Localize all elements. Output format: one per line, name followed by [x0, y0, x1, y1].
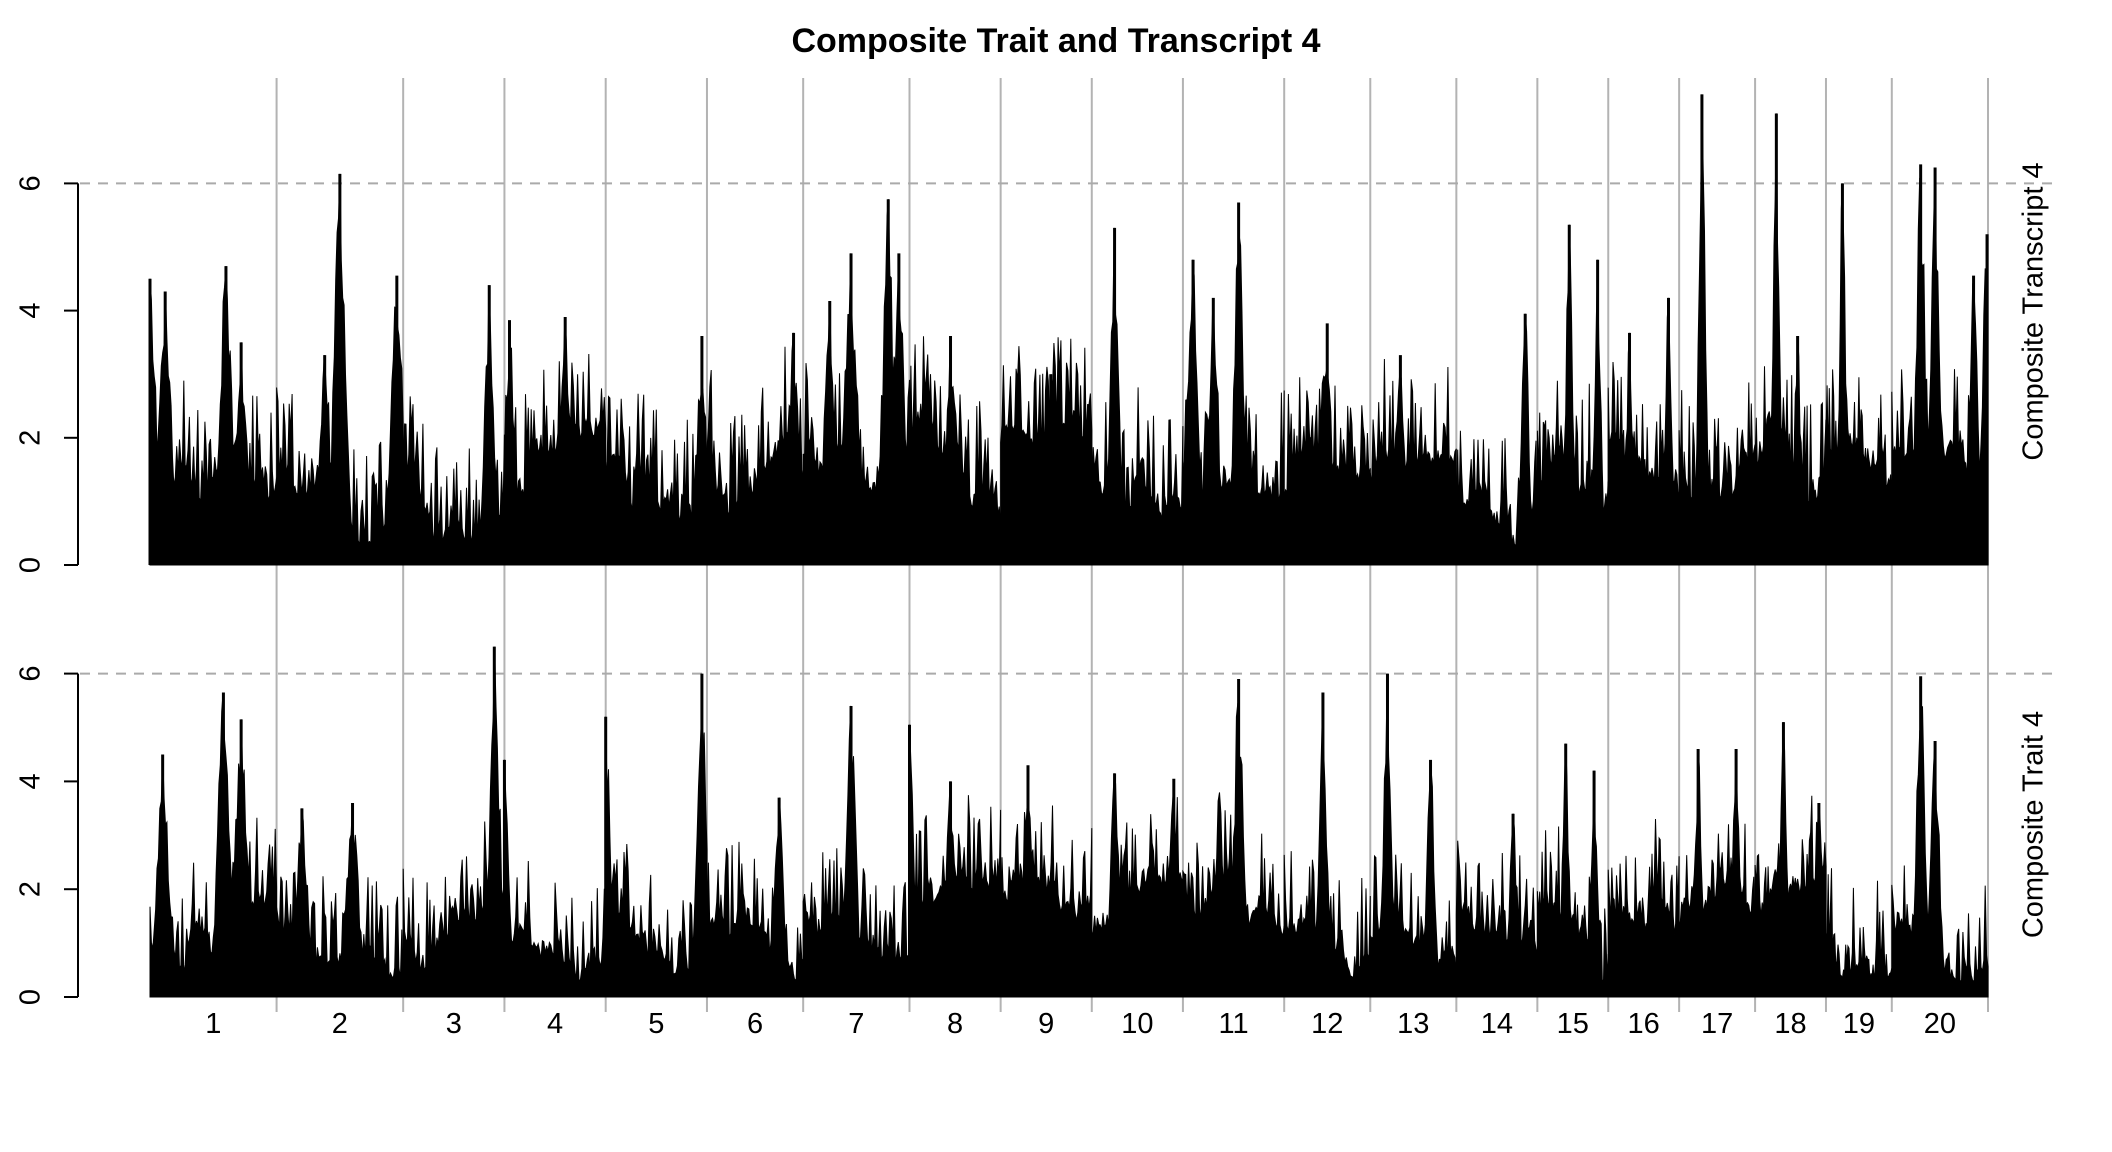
- lod-profile-chr-11: [1182, 235, 1285, 566]
- lod-profile-chr-15: [1536, 743, 1609, 998]
- x-tick-label: 4: [547, 1008, 563, 1040]
- x-tick-label: 14: [1481, 1008, 1513, 1040]
- lod-profile-chr-14: [1455, 813, 1538, 998]
- lod-profile-chr-17: [1678, 749, 1756, 998]
- x-tick-label: 6: [747, 1008, 763, 1040]
- x-tick-label: 12: [1311, 1008, 1343, 1040]
- trait-panel: 0 2 4 6 Composite Trait 4: [15, 646, 2055, 1005]
- lod-profile-chr-10: [1091, 773, 1184, 998]
- y-tick-label: 2: [15, 430, 47, 446]
- x-tick-label: 2: [332, 1008, 348, 1040]
- lod-profile-chr-9: [1000, 802, 1093, 998]
- x-tick-label: 18: [1774, 1008, 1806, 1040]
- lod-profile-chr-18: [1754, 113, 1827, 566]
- x-tick-label: 10: [1121, 1008, 1153, 1040]
- y-tick-label: 2: [15, 881, 47, 897]
- x-tick-label: 1: [205, 1008, 221, 1040]
- lod-profile-chr-8: [908, 335, 1002, 566]
- x-tick-label: 7: [848, 1008, 864, 1040]
- panel-ylabel: Composite Trait 4: [2018, 711, 2050, 938]
- lod-profile-chr-13: [1369, 673, 1457, 998]
- x-tick-label: 5: [648, 1008, 664, 1040]
- lod-profile-chr-11: [1182, 703, 1285, 998]
- lod-profile-chr-12: [1283, 715, 1371, 998]
- y-tick-label: 4: [15, 303, 47, 319]
- lod-profile-chr-2: [276, 802, 404, 998]
- x-tick-label: 20: [1924, 1008, 1956, 1040]
- lod-profile-chr-18: [1754, 722, 1827, 998]
- lod-profile-chr-19: [1825, 183, 1893, 566]
- lod-profile-chr-3: [402, 646, 505, 998]
- x-tick-label: 3: [446, 1008, 462, 1040]
- lod-profile-chr-17: [1678, 94, 1756, 566]
- lod-profile-chr-5: [605, 716, 708, 998]
- y-tick-label: 0: [15, 557, 47, 573]
- x-tick-label: 19: [1843, 1008, 1875, 1040]
- lod-profile-chr-4: [503, 759, 607, 998]
- x-tick-label: 11: [1219, 1008, 1249, 1040]
- lod-profile-chr-5: [605, 388, 708, 566]
- y-tick-label: 4: [15, 773, 47, 789]
- x-tick-label: 16: [1628, 1008, 1660, 1040]
- lod-profile-chr-8: [909, 724, 1002, 998]
- lod-profile-chr-1: [149, 266, 278, 566]
- lod-profile-chr-19: [1825, 868, 1893, 998]
- x-tick-label: 9: [1038, 1008, 1054, 1040]
- lod-profile-chr-16: [1607, 818, 1680, 998]
- lod-profile-chr-6: [706, 797, 804, 998]
- lod-profile-chr-10: [1091, 227, 1184, 566]
- lod-profile-chr-6: [706, 332, 804, 566]
- transcript-panel: 0 2 4 6 Composite Transcript 4: [15, 94, 2055, 573]
- lod-profile-chr-7: [802, 705, 911, 998]
- x-tick-label: 13: [1397, 1008, 1429, 1040]
- chart-title: Composite Trait and Transcript 4: [791, 22, 1320, 60]
- x-tick-label: 17: [1701, 1008, 1733, 1040]
- y-tick-label: 6: [15, 666, 47, 682]
- lod-profile-chr-4: [503, 316, 607, 566]
- x-tick-label: 15: [1557, 1008, 1589, 1040]
- x-axis-labels: 1 2 3 4 5 6 7 8 9 10 11 12 13 14 15 16 17 18 19 20: [205, 1008, 1956, 1040]
- lod-profile-chr-20: [1891, 706, 1989, 998]
- x-tick-label: 8: [947, 1008, 963, 1040]
- lod-profile-chr-9: [1000, 337, 1093, 566]
- lod-profile-chr-1: [149, 692, 278, 998]
- lod-profile-chr-13: [1369, 358, 1457, 566]
- panel-ylabel: Composite Transcript 4: [2018, 162, 2050, 460]
- y-tick-label: 0: [15, 989, 47, 1005]
- lod-profile-chr-7: [802, 199, 911, 566]
- y-tick-label: 6: [15, 175, 47, 191]
